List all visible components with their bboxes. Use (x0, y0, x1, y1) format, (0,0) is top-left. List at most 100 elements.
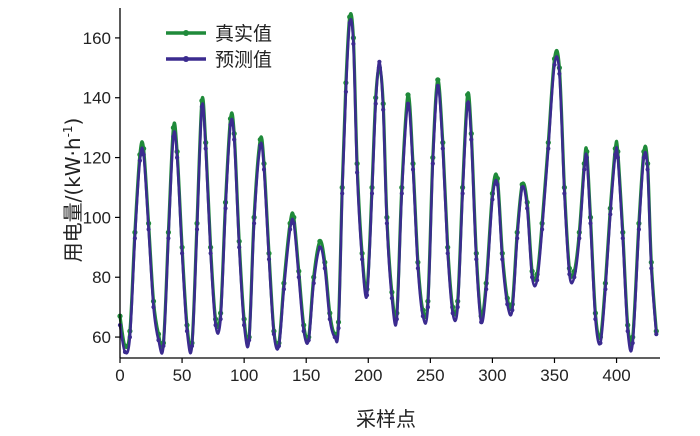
data-point (127, 335, 132, 340)
data-point (146, 227, 151, 232)
x-tick-label: 100 (230, 366, 258, 385)
data-point (577, 236, 582, 241)
data-point (515, 236, 520, 241)
data-point (306, 338, 311, 343)
data-point (430, 161, 435, 166)
data-point (465, 101, 470, 106)
data-point (271, 332, 276, 337)
series-layer (117, 12, 659, 355)
data-point (369, 191, 375, 196)
data-point (317, 238, 323, 244)
data-point (420, 314, 425, 319)
legend-marker-predicted (183, 56, 189, 62)
data-point (530, 275, 535, 280)
data-point (228, 122, 233, 127)
data-point (405, 101, 411, 106)
x-tick-label: 0 (115, 366, 124, 385)
data-point (317, 245, 322, 250)
data-point (484, 287, 489, 292)
data-point (252, 221, 257, 226)
y-ticks: 60 80 100 120 140 160 (83, 29, 120, 347)
data-point (535, 278, 540, 283)
data-point (588, 221, 593, 226)
data-point (208, 251, 213, 256)
data-point (122, 349, 128, 355)
data-point (276, 343, 281, 349)
x-tick-label: 200 (354, 366, 382, 385)
data-point (557, 71, 562, 76)
data-point (625, 329, 630, 334)
y-axis-title: 用电量/(kW·h-1) (61, 118, 85, 263)
data-point (291, 221, 296, 226)
data-point (415, 266, 420, 271)
data-point (435, 77, 441, 83)
data-point (630, 340, 635, 346)
data-point (242, 323, 247, 328)
data-point (474, 257, 479, 262)
data-point (593, 317, 598, 322)
data-point (405, 92, 411, 98)
data-point (180, 251, 185, 256)
data-point (603, 287, 608, 292)
data-point (175, 155, 180, 160)
data-point (171, 134, 176, 139)
data-point (166, 236, 171, 241)
data-point (582, 167, 587, 172)
y-tick-label: 80 (92, 268, 111, 287)
data-point (394, 317, 399, 322)
data-point (562, 191, 567, 196)
x-tick-label: 250 (416, 366, 444, 385)
data-point (170, 125, 176, 131)
data-point (373, 101, 378, 106)
data-point (389, 296, 394, 301)
data-point (327, 317, 332, 322)
axes (119, 8, 660, 359)
y-tick-label: 100 (83, 208, 111, 227)
data-point (490, 197, 495, 202)
y-axis-title-close: ) (61, 118, 85, 126)
series-line (118, 12, 658, 352)
data-point (288, 227, 293, 232)
y-axis-title-main: 用电量/(kW·h (61, 137, 85, 262)
data-point (584, 155, 589, 160)
data-point (654, 332, 659, 337)
data-point (520, 185, 525, 190)
data-point (572, 275, 577, 280)
x-ticks: 0 50 100 150 200 250 300 350 400 (115, 358, 631, 385)
data-point (258, 143, 263, 148)
data-point (355, 170, 360, 175)
data-point (296, 275, 301, 280)
data-point (156, 338, 161, 343)
data-point (137, 158, 142, 163)
data-point (336, 326, 341, 331)
series-1 (117, 18, 659, 355)
data-point (445, 251, 450, 256)
data-point (141, 152, 146, 157)
data-point (450, 311, 455, 316)
legend-item-predicted: 预测值 (166, 49, 272, 71)
data-point (199, 104, 204, 109)
data-point (381, 107, 386, 112)
x-tick-label: 150 (292, 366, 320, 385)
y-tick-label: 140 (83, 89, 111, 108)
legend-label-predicted: 预测值 (215, 49, 272, 71)
data-point (340, 191, 345, 196)
data-point (440, 146, 445, 151)
data-point (435, 83, 440, 88)
data-point (455, 305, 460, 310)
data-point (500, 257, 505, 262)
data-point (257, 137, 263, 143)
data-point (347, 20, 352, 26)
data-point (399, 191, 404, 196)
legend-label-actual: 真实值 (215, 23, 272, 45)
data-point (495, 182, 500, 187)
data-point (525, 206, 530, 211)
data-point (360, 257, 365, 262)
data-point (613, 152, 618, 157)
data-point (223, 206, 228, 211)
data-point (343, 89, 348, 94)
data-point (615, 155, 620, 160)
data-point (351, 41, 356, 47)
data-point (199, 98, 205, 104)
